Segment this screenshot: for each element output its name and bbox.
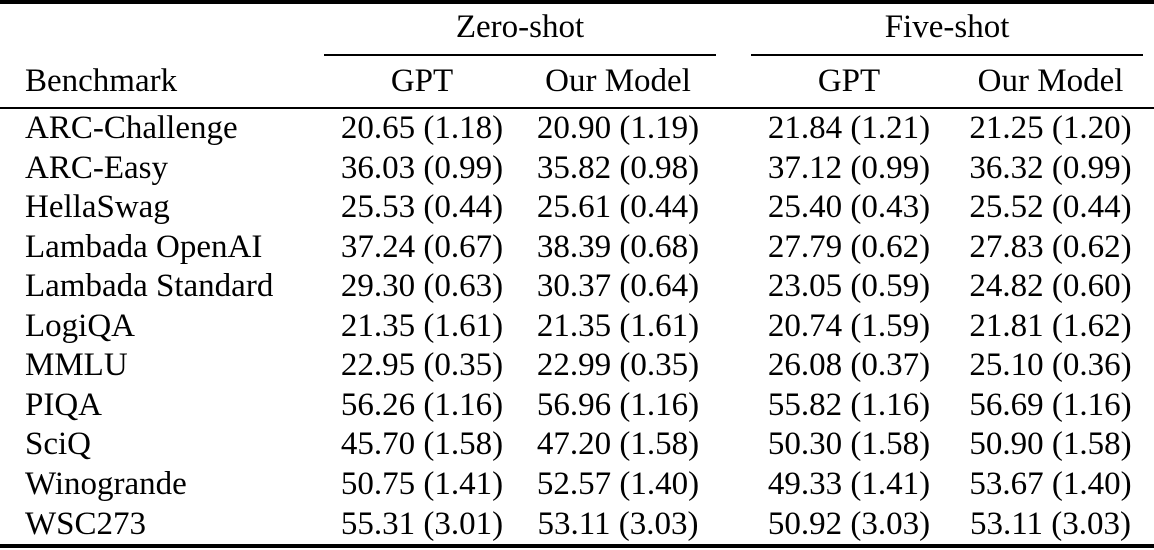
cell-value: 52.57 (1.40) (536, 465, 700, 502)
benchmark-name: Lambada OpenAI (25, 228, 263, 265)
cell-value: 25.52 (0.44) (969, 189, 1132, 226)
cell-value: 38.39 (0.68) (536, 228, 700, 265)
benchmark-name: SciQ (25, 426, 91, 463)
cell-value: 25.61 (0.44) (536, 189, 700, 226)
table-row: HellaSwag 25.53 (0.44) 25.61 (0.44) 25.4… (0, 188, 1154, 228)
cell-value: 50.75 (1.41) (340, 465, 504, 502)
benchmark-name: Winogrande (25, 465, 187, 502)
table-row: Lambada Standard 29.30 (0.63) 30.37 (0.6… (0, 267, 1154, 307)
benchmark-name: MMLU (25, 347, 128, 384)
table-row: WSC273 55.31 (3.01) 53.11 (3.03) 50.92 (… (0, 504, 1154, 546)
cell-value: 21.25 (1.20) (969, 110, 1132, 147)
column-gap (716, 386, 751, 426)
benchmark-name: PIQA (25, 386, 103, 423)
cell-value: 21.81 (1.62) (969, 307, 1132, 344)
column-gap (716, 228, 751, 268)
cell-value: 25.40 (0.43) (767, 189, 931, 226)
column-gap (716, 465, 751, 505)
cell-value: 36.03 (0.99) (340, 149, 504, 186)
cell-value: 27.79 (0.62) (767, 228, 931, 265)
cell-value: 30.37 (0.64) (536, 268, 700, 305)
cell-value: 26.08 (0.37) (767, 347, 931, 384)
zero-shot-label: Zero-shot (455, 8, 585, 45)
column-gap (716, 346, 751, 386)
cell-value: 37.24 (0.67) (340, 228, 504, 265)
cell-value: 36.32 (0.99) (969, 149, 1132, 186)
cell-value: 20.74 (1.59) (767, 307, 931, 344)
cell-value: 56.96 (1.16) (536, 386, 700, 423)
cell-value: 55.31 (3.01) (340, 505, 504, 542)
column-gap (716, 307, 751, 347)
cell-value: 50.92 (3.03) (767, 505, 931, 542)
cell-value: 53.11 (3.03) (537, 505, 699, 542)
benchmark-name: ARC-Challenge (25, 110, 238, 147)
table-row: Winogrande 50.75 (1.41) 52.57 (1.40) 49.… (0, 465, 1154, 505)
cell-value: 45.70 (1.58) (340, 426, 504, 463)
empty-header-cell (0, 2, 324, 56)
benchmark-name: Lambada Standard (25, 268, 274, 305)
group-header-five-shot: Five-shot (751, 2, 1154, 56)
benchmark-name: WSC273 (25, 505, 147, 542)
table-row: Lambada OpenAI 37.24 (0.67) 38.39 (0.68)… (0, 228, 1154, 268)
table-row: PIQA 56.26 (1.16) 56.96 (1.16) 55.82 (1.… (0, 386, 1154, 426)
cell-value: 55.82 (1.16) (767, 386, 931, 423)
benchmark-name: HellaSwag (25, 189, 170, 226)
cell-value: 29.30 (0.63) (340, 268, 504, 305)
cell-value: 25.53 (0.44) (340, 189, 504, 226)
column-gap (716, 149, 751, 189)
cell-value: 20.65 (1.18) (340, 110, 504, 147)
cell-value: 22.99 (0.35) (536, 347, 700, 384)
subheader-zeroshot-gpt: GPT (324, 56, 520, 109)
subheader-zeroshot-our-model: Our Model (520, 56, 717, 109)
cell-value: 21.35 (1.61) (340, 307, 504, 344)
group-header-zero-shot: Zero-shot (324, 2, 717, 56)
cell-value: 23.05 (0.59) (767, 268, 931, 305)
subheader-fiveshot-our-model: Our Model (947, 56, 1154, 109)
column-gap (716, 2, 751, 56)
column-gap (716, 108, 751, 149)
column-gap (716, 56, 752, 109)
cell-value: 21.35 (1.61) (536, 307, 700, 344)
cell-value: 27.83 (0.62) (969, 228, 1132, 265)
column-gap (716, 267, 751, 307)
table-row: MMLU 22.95 (0.35) 22.99 (0.35) 26.08 (0.… (0, 346, 1154, 386)
cell-value: 56.26 (1.16) (340, 386, 504, 423)
cell-value: 47.20 (1.58) (536, 426, 700, 463)
cell-value: 24.82 (0.60) (969, 268, 1132, 305)
cell-value: 49.33 (1.41) (767, 465, 931, 502)
table-row: ARC-Easy 36.03 (0.99) 35.82 (0.98) 37.12… (0, 149, 1154, 189)
benchmark-column-header: Benchmark (0, 56, 324, 109)
table-row: SciQ 45.70 (1.58) 47.20 (1.58) 50.30 (1.… (0, 425, 1154, 465)
cell-value: 50.90 (1.58) (969, 426, 1132, 463)
benchmark-name: ARC-Easy (25, 149, 168, 186)
cell-value: 50.30 (1.58) (767, 426, 931, 463)
cell-value: 35.82 (0.98) (536, 149, 700, 186)
column-gap (716, 504, 751, 546)
cell-value: 22.95 (0.35) (340, 347, 504, 384)
cell-value: 25.10 (0.36) (969, 347, 1132, 384)
cell-value: 37.12 (0.99) (767, 149, 931, 186)
five-shot-label: Five-shot (884, 8, 1010, 45)
column-gap (716, 425, 751, 465)
table-row: LogiQA 21.35 (1.61) 21.35 (1.61) 20.74 (… (0, 307, 1154, 347)
cell-value: 53.67 (1.40) (969, 465, 1132, 502)
column-gap (716, 188, 751, 228)
subheader-fiveshot-gpt: GPT (751, 56, 948, 109)
benchmark-name: LogiQA (25, 307, 135, 344)
group-header-row: Zero-shot Five-shot (0, 2, 1154, 56)
table-row: ARC-Challenge 20.65 (1.18) 20.90 (1.19) … (0, 108, 1154, 149)
cell-value: 20.90 (1.19) (536, 110, 700, 147)
cell-value: 53.11 (3.03) (970, 505, 1132, 542)
cell-value: 56.69 (1.16) (969, 386, 1132, 423)
sub-header-row: Benchmark GPT Our Model GPT Our Model (0, 56, 1154, 109)
cell-value: 21.84 (1.21) (767, 110, 931, 147)
